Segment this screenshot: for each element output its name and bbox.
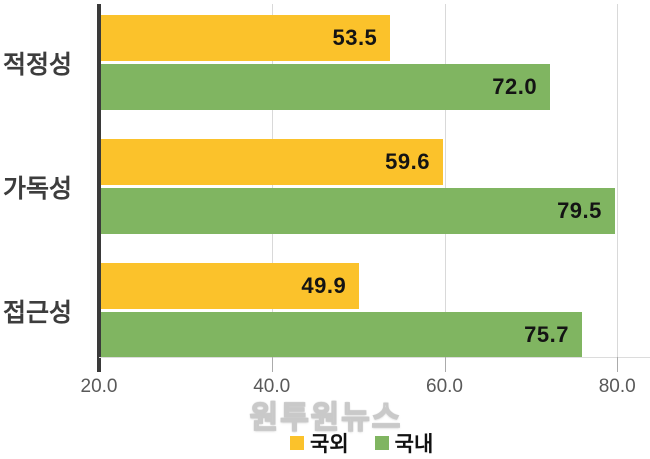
- bar-value-label: 59.6: [385, 149, 430, 174]
- bar-domestic-1: 79.5: [101, 188, 615, 234]
- axis-tick-40.0: [271, 357, 273, 372]
- x-tick-label: 40.0: [253, 376, 291, 397]
- x-axis-line: [99, 357, 650, 358]
- plot-area: 53.5 72.0 59.6 79.5 49.9 75.7: [99, 4, 650, 358]
- legend-swatch-domestic: [374, 436, 389, 450]
- axis-tick-80.0: [617, 357, 619, 372]
- bar-value-label: 79.5: [557, 198, 602, 223]
- legend: 국외 국내: [290, 428, 433, 458]
- bar-value-label: 53.5: [332, 25, 378, 50]
- watermark: 원투원뉴스: [249, 399, 403, 436]
- x-tick-label: 20.0: [80, 376, 118, 397]
- axis-tick-60.0: [444, 357, 446, 372]
- y-axis-line: [97, 4, 101, 372]
- legend-swatch-overseas: [290, 436, 304, 450]
- bar-value-label: 75.7: [524, 322, 569, 347]
- bar-domestic-2: 75.7: [101, 312, 582, 358]
- bar-overseas-0: 53.5: [101, 15, 391, 61]
- legend-item-overseas: 국외: [290, 428, 349, 458]
- bar-value-label: 72.0: [492, 74, 538, 99]
- bar-overseas-1: 59.6: [101, 139, 443, 185]
- gridline-80.0: [617, 4, 619, 357]
- category-label-0: 적정성: [3, 50, 73, 79]
- legend-label-overseas: 국외: [310, 433, 349, 456]
- legend-label-domestic: 국내: [394, 433, 434, 456]
- bar-overseas-2: 49.9: [101, 263, 360, 309]
- gridline-60.0: [444, 4, 446, 357]
- category-label-1: 가독성: [3, 174, 73, 203]
- bar-value-label: 49.9: [301, 273, 347, 298]
- x-tick-label: 60.0: [426, 376, 463, 397]
- legend-item-domestic: 국내: [374, 428, 434, 458]
- category-label-2: 접근성: [3, 298, 73, 327]
- bar-domestic-0: 72.0: [101, 64, 551, 110]
- x-tick-label: 80.0: [598, 376, 636, 397]
